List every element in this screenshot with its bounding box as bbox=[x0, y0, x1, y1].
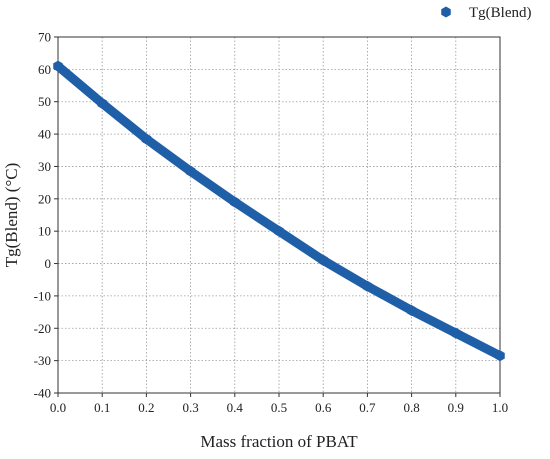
data-point bbox=[318, 254, 328, 266]
data-point bbox=[53, 60, 63, 72]
x-tick-label: 0.6 bbox=[315, 400, 332, 415]
x-tick-label: 0.1 bbox=[94, 400, 110, 415]
grid bbox=[58, 37, 500, 393]
data-point bbox=[230, 196, 240, 208]
y-tick-label: -40 bbox=[34, 386, 51, 401]
x-tick-label: 0.3 bbox=[182, 400, 198, 415]
data-point bbox=[185, 165, 196, 177]
data-point bbox=[406, 304, 417, 316]
y-tick-label: -20 bbox=[34, 321, 51, 336]
x-axis-ticks: 0.0 0.1 0.2 0.3 0.4 0.5 0.6 0.7 0.8 0.9 1.0 bbox=[50, 393, 508, 415]
y-tick-label: 60 bbox=[38, 62, 51, 77]
x-tick-label: 0.5 bbox=[271, 400, 287, 415]
x-tick-label: 0.2 bbox=[138, 400, 154, 415]
x-tick-label: 0.0 bbox=[50, 400, 66, 415]
x-tick-label: 0.9 bbox=[448, 400, 464, 415]
y-tick-label: 30 bbox=[38, 159, 51, 174]
x-tick-label: 0.4 bbox=[227, 400, 244, 415]
data-point bbox=[274, 225, 284, 237]
x-tick-label: 0.8 bbox=[403, 400, 419, 415]
legend: Tg(Blend) bbox=[441, 5, 531, 21]
x-axis-title: Mass fraction of PBAT bbox=[200, 432, 358, 451]
y-tick-label: -30 bbox=[34, 353, 51, 368]
y-axis-ticks: -40 -30 -20 -10 0 10 20 30 40 50 60 70 bbox=[34, 30, 58, 401]
data-point bbox=[97, 97, 107, 109]
series-tg-blend bbox=[53, 60, 505, 362]
data-point bbox=[451, 327, 461, 339]
y-tick-label: 10 bbox=[38, 224, 51, 239]
y-tick-label: 50 bbox=[38, 94, 51, 109]
data-point bbox=[141, 133, 152, 145]
y-tick-label: 0 bbox=[45, 256, 52, 271]
x-tick-label: 1.0 bbox=[492, 400, 508, 415]
legend-label: Tg(Blend) bbox=[469, 5, 531, 21]
y-tick-label: -10 bbox=[34, 288, 51, 303]
x-tick-label: 0.7 bbox=[359, 400, 376, 415]
y-axis-title: Tg(Blend) (°C) bbox=[2, 163, 21, 268]
y-tick-label: 40 bbox=[38, 127, 51, 142]
y-tick-label: 20 bbox=[38, 191, 51, 206]
data-point bbox=[362, 280, 373, 292]
y-tick-label: 70 bbox=[38, 30, 51, 45]
legend-marker bbox=[441, 6, 451, 18]
data-point bbox=[495, 350, 505, 362]
